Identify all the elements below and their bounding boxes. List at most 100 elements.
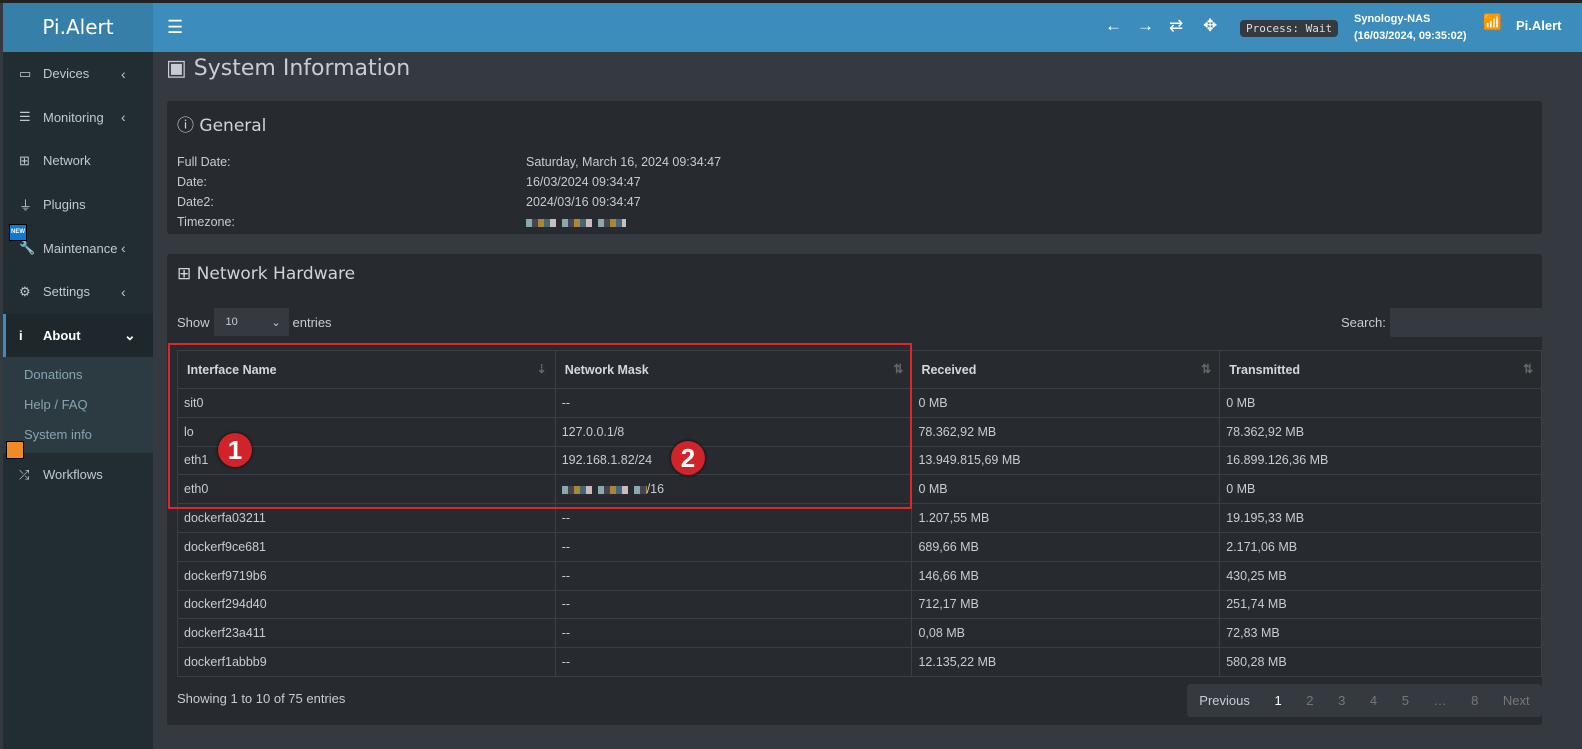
table-cell: 13.949.815,69 MB bbox=[911, 445, 1221, 476]
label: About bbox=[43, 327, 81, 343]
table-cell: 16.899.126,36 MB bbox=[1219, 445, 1542, 476]
sidebar-item-workflows[interactable]: ⤮ Workflows bbox=[3, 453, 153, 497]
network-hardware-box: ⊞ Network Hardware Show 10 ⌄ entries Sear… bbox=[167, 254, 1542, 725]
plug-icon: ⏚ bbox=[19, 198, 33, 214]
app-logo[interactable]: Pi.Alert bbox=[3, 3, 153, 52]
reload-icon[interactable]: ⇄ bbox=[1169, 16, 1184, 35]
sort-desc-icon: ⇣ bbox=[536, 362, 547, 376]
column-label: Received bbox=[921, 362, 977, 377]
page-title-text: System Information bbox=[193, 56, 411, 81]
table-info: Showing 1 to 10 of 75 entries bbox=[177, 691, 346, 706]
column-header[interactable]: Network Mask ⇅ bbox=[554, 350, 913, 389]
general-box: ⓘ General Full Date: Saturday, March 16, … bbox=[167, 101, 1542, 234]
sidebar-subitem-help[interactable]: Help / FAQ bbox=[24, 397, 88, 413]
column-header[interactable]: Transmitted ⇅ bbox=[1219, 350, 1542, 389]
column-header[interactable]: Interface Name ⇣ bbox=[177, 350, 556, 389]
table-cell: 127.0.0.1/8 bbox=[554, 416, 913, 447]
table-cell: dockerfa03211 bbox=[177, 503, 556, 533]
table-row: dockerf294d40 -- 712,17 MB 251,74 MB bbox=[177, 589, 1542, 620]
process-status: Process: Wait bbox=[1240, 20, 1339, 37]
search-label: Search: bbox=[1341, 315, 1386, 330]
chip-icon: ▣ bbox=[166, 56, 187, 81]
label: Devices bbox=[43, 66, 90, 82]
table-cell: 0 MB bbox=[1219, 474, 1542, 505]
page-next[interactable]: Next bbox=[1502, 693, 1530, 708]
table-cell: dockerf1abbb9 bbox=[177, 647, 556, 677]
page-link[interactable]: 1 bbox=[1274, 693, 1282, 708]
sidebar-item-about[interactable]: i About ⌄ bbox=[3, 313, 153, 358]
window-edge bbox=[0, 0, 1582, 3]
page-link[interactable]: 4 bbox=[1369, 693, 1378, 708]
column-label: Network Mask bbox=[564, 362, 649, 377]
page-link[interactable]: 2 bbox=[1306, 693, 1314, 708]
table-cell: 78.362,92 MB bbox=[911, 416, 1221, 447]
sidebar-item-devices[interactable]: ▭ Devices ‹ bbox=[3, 52, 153, 96]
fullscreen-move-icon[interactable]: ✥ bbox=[1203, 16, 1218, 35]
page-previous[interactable]: Previous bbox=[1199, 693, 1250, 708]
annotation-marker-2: 2 bbox=[671, 441, 705, 475]
forward-icon[interactable]: → bbox=[1137, 16, 1154, 35]
table-row: dockerf1abbb9 -- 12.135,22 MB 580,28 MB bbox=[177, 647, 1542, 677]
entries-value: 10 bbox=[225, 316, 238, 328]
table-row: dockerfa03211 -- 1.207,55 MB 19.195,33 MB bbox=[177, 503, 1542, 533]
label: Settings bbox=[43, 284, 90, 300]
user-brand[interactable]: Pi.Alert bbox=[1516, 18, 1562, 33]
table-cell: 1.207,55 MB bbox=[911, 503, 1221, 533]
sidebar-item-monitoring[interactable]: ☰ Monitoring ‹ bbox=[3, 96, 153, 140]
chevron-left-icon: ‹ bbox=[121, 283, 126, 300]
sidebar: ▭ Devices ‹ ☰ Monitoring ‹ ⊞ Network ⏚ Plugins… bbox=[3, 52, 153, 749]
sidebar-item-settings[interactable]: ⚙ Settings ‹ bbox=[3, 270, 153, 314]
chevron-left-icon: ‹ bbox=[121, 240, 126, 257]
sidebar-subitem-donations[interactable]: Donations bbox=[24, 367, 83, 383]
table-cell: 580,28 MB bbox=[1219, 647, 1542, 677]
sort-icon: ⇅ bbox=[893, 362, 904, 376]
label: Network bbox=[43, 153, 91, 169]
network-icon: ⊞ bbox=[19, 152, 30, 168]
table-cell: sit0 bbox=[177, 388, 556, 418]
table-cell: 2.171,06 MB bbox=[1219, 531, 1542, 562]
table-cell: dockerf294d40 bbox=[177, 589, 556, 620]
router-icon[interactable]: 📶 bbox=[1483, 14, 1502, 31]
kv-key: Date: bbox=[177, 175, 207, 189]
label: Maintenance bbox=[43, 240, 118, 256]
kv-value: 2024/03/16 09:34:47 bbox=[526, 195, 641, 209]
info-circle-icon: ⓘ bbox=[177, 116, 194, 136]
table-row: dockerf23a411 -- 0,08 MB 72,83 MB bbox=[177, 618, 1542, 649]
table-cell: 19.195,33 MB bbox=[1219, 503, 1542, 533]
page-link[interactable]: 8 bbox=[1471, 693, 1479, 708]
info-icon: i bbox=[19, 327, 23, 343]
redacted-ip bbox=[561, 485, 647, 494]
column-header[interactable]: Received ⇅ bbox=[911, 350, 1221, 389]
sidebar-item-plugins[interactable]: ⏚ Plugins bbox=[3, 183, 153, 227]
table-cell: -- bbox=[554, 531, 913, 562]
page-link[interactable]: … bbox=[1433, 693, 1447, 708]
table-row: lo 127.0.0.1/8 78.362,92 MB 78.362,92 MB bbox=[177, 416, 1542, 447]
sidebar-item-network[interactable]: ⊞ Network bbox=[3, 139, 153, 183]
page-link[interactable]: 5 bbox=[1401, 693, 1409, 708]
sidebar-subitem-system-info[interactable]: System info bbox=[24, 427, 92, 443]
about-submenu: Donations Help / FAQ System info bbox=[3, 357, 153, 454]
sidebar-item-maintenance[interactable]: 🔧 Maintenance ‹ bbox=[3, 226, 153, 270]
column-label: Transmitted bbox=[1229, 362, 1301, 377]
pagination: Previous 1 2 3 4 5 … 8 Next bbox=[1187, 684, 1542, 717]
annotation-marker-1: 1 bbox=[218, 433, 252, 467]
show-label: Show bbox=[177, 314, 210, 330]
table-cell: dockerf9719b6 bbox=[177, 560, 556, 591]
shuffle-icon: ⤮ bbox=[19, 466, 30, 482]
sort-icon: ⇅ bbox=[1522, 362, 1533, 376]
entries-select[interactable]: 10 ⌄ bbox=[213, 308, 289, 336]
network-table: Interface Name ⇣ Network Mask ⇅ Received ⇅ Tra… bbox=[177, 350, 1542, 677]
page-link[interactable]: 3 bbox=[1338, 693, 1346, 708]
search-input[interactable] bbox=[1390, 308, 1542, 337]
kv-key: Full Date: bbox=[177, 155, 231, 169]
menu-toggle-icon[interactable]: ☰ bbox=[167, 17, 184, 37]
back-icon[interactable]: ← bbox=[1105, 16, 1122, 35]
network-icon: ⊞ bbox=[177, 264, 192, 284]
wrench-icon: 🔧 bbox=[19, 240, 36, 256]
table-row: sit0 -- 0 MB 0 MB bbox=[177, 388, 1542, 418]
table-cell: 0 MB bbox=[1219, 388, 1542, 418]
table-cell: 72,83 MB bbox=[1219, 618, 1542, 649]
host-name: Synology-NAS bbox=[1354, 13, 1431, 25]
table-cell: -- bbox=[554, 388, 913, 418]
table-cell: 251,74 MB bbox=[1219, 589, 1542, 620]
